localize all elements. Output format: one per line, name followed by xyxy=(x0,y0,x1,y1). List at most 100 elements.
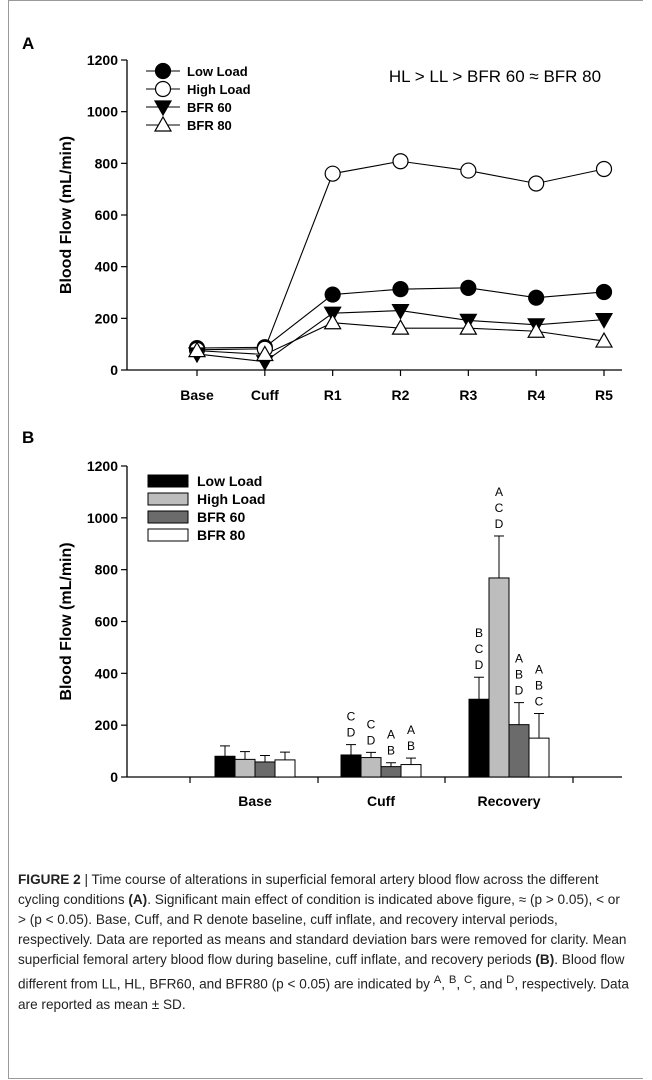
legend-marker-a-3 xyxy=(153,115,173,132)
caption-sup-c: C xyxy=(463,974,473,986)
data-point-a-1 xyxy=(528,175,545,192)
data-point-a-0 xyxy=(528,289,545,306)
caption-sentence-3: . Blood flow different from LL, HL, BFR6… xyxy=(18,952,625,992)
bar-b xyxy=(214,755,236,778)
caption-sup-b: B xyxy=(448,974,457,986)
significance-letter-b: A xyxy=(515,652,523,666)
significance-letter-b: D xyxy=(475,658,484,672)
bar-b xyxy=(468,698,490,778)
significance-letter-b: A xyxy=(535,663,543,677)
significance-letter-b: C xyxy=(495,501,504,515)
x-tick-label-a: R5 xyxy=(595,387,613,403)
caption-sentence-2: . Significant main effect of condition i… xyxy=(18,892,627,967)
caption-ref-a: (A) xyxy=(128,892,148,907)
data-point-a-3 xyxy=(323,313,342,330)
data-point-a-1 xyxy=(595,160,613,178)
y-tick-label-b: 0 xyxy=(110,769,118,785)
significance-letter-b: C xyxy=(347,710,356,724)
data-point-a-0 xyxy=(595,283,613,301)
significance-letter-b: D xyxy=(367,733,376,747)
caption-separator: | xyxy=(80,872,92,887)
figure-frame xyxy=(8,0,643,1079)
legend-label-b-2: BFR 60 xyxy=(197,509,245,525)
bar-b xyxy=(254,761,276,778)
data-point-a-0 xyxy=(392,281,409,298)
legend-swatch-b-3 xyxy=(147,528,189,542)
y-tick-label-a: 1000 xyxy=(87,104,118,120)
x-tick-label-a: Base xyxy=(180,387,214,403)
data-point-a-0 xyxy=(460,279,477,296)
data-point-a-0 xyxy=(324,286,341,303)
legend-label-b-0: Low Load xyxy=(197,473,262,489)
significance-letter-b: D xyxy=(515,684,524,698)
data-point-a-1 xyxy=(460,162,477,179)
y-tick-label-a: 400 xyxy=(95,259,119,275)
significance-letter-b: A xyxy=(407,723,415,737)
legend-swatch-b-1 xyxy=(147,492,189,506)
significance-letter-b: C xyxy=(367,717,376,731)
significance-letter-b: D xyxy=(495,517,504,531)
x-tick-label-b: Recovery xyxy=(477,793,540,809)
y-tick-label-b: 1200 xyxy=(87,458,118,474)
x-tick-label-a: Cuff xyxy=(251,387,279,403)
caption-comma-1: , xyxy=(441,976,449,992)
significance-letter-b: C xyxy=(475,642,484,656)
significance-letter-b: C xyxy=(535,695,544,709)
caption-and: , and xyxy=(472,976,507,992)
data-point-a-3 xyxy=(527,322,546,338)
y-axis-title-b: Blood Flow (mL/min) xyxy=(58,542,75,700)
data-point-a-3 xyxy=(391,318,410,335)
y-tick-label-a: 800 xyxy=(95,155,119,171)
bar-b xyxy=(508,724,530,778)
y-tick-label-a: 200 xyxy=(95,310,119,326)
significance-letter-b: B xyxy=(387,744,395,758)
data-point-a-3 xyxy=(187,341,207,358)
data-point-a-3 xyxy=(459,318,478,335)
panel-letter-b: B xyxy=(22,428,34,447)
figure-svg: A 0 200 400 600 800 1000 1200 Base Cuff R1 R2 R3 R4 R5… xyxy=(22,34,622,809)
y-tick-label-b: 600 xyxy=(95,614,119,630)
caption-sentence-4: , respectively. Data are reported as mea… xyxy=(18,976,629,1012)
data-point-a-3 xyxy=(594,331,614,348)
caption-sup-d: D xyxy=(506,974,515,986)
data-point-a-1 xyxy=(324,165,341,182)
data-point-a-2 xyxy=(391,303,410,320)
legend-swatch-b-0 xyxy=(147,474,189,488)
bar-b xyxy=(488,577,510,778)
bar-b xyxy=(400,764,422,778)
y-tick-label-b: 200 xyxy=(95,717,119,733)
data-point-a-1 xyxy=(392,153,409,170)
y-tick-label-b: 1000 xyxy=(87,510,118,526)
bar-b xyxy=(528,737,550,778)
bar-b xyxy=(340,754,362,778)
bar-b xyxy=(234,758,256,778)
significance-letter-b: A xyxy=(387,728,395,742)
legend-swatch-b-2 xyxy=(147,510,189,524)
significance-letter-b: B xyxy=(535,679,543,693)
significance-letter-b: D xyxy=(347,726,356,740)
bar-b xyxy=(360,757,382,778)
y-tick-label-b: 400 xyxy=(95,665,119,681)
x-tick-label-b: Cuff xyxy=(367,793,395,809)
significance-annotation: HL > LL > BFR 60 ≈ BFR 80 xyxy=(389,67,601,86)
data-point-a-3 xyxy=(255,345,274,362)
caption-label: FIGURE 2 xyxy=(18,872,81,887)
caption-sup-a: A xyxy=(433,974,442,986)
legend-label-b-1: High Load xyxy=(197,491,265,507)
y-axis-title-a: Blood Flow (mL/min) xyxy=(58,136,75,294)
caption-comma-2: , xyxy=(456,976,464,992)
legend-label-a-0: Low Load xyxy=(187,64,248,79)
legend-label-b-3: BFR 80 xyxy=(197,527,245,543)
significance-letter-b: B xyxy=(515,668,523,682)
x-tick-label-a: R1 xyxy=(324,387,342,403)
caption-ref-b: (B) xyxy=(535,952,555,967)
legend-marker-a-1 xyxy=(154,80,172,98)
significance-letter-b: A xyxy=(495,485,503,499)
legend-label-a-3: BFR 80 xyxy=(187,118,232,133)
data-point-a-2 xyxy=(594,313,614,329)
legend-marker-a-0 xyxy=(154,62,172,80)
bar-b xyxy=(274,759,296,778)
bar-b xyxy=(380,766,402,778)
panel-letter-a: A xyxy=(22,34,34,53)
legend-marker-a-2 xyxy=(153,100,173,117)
